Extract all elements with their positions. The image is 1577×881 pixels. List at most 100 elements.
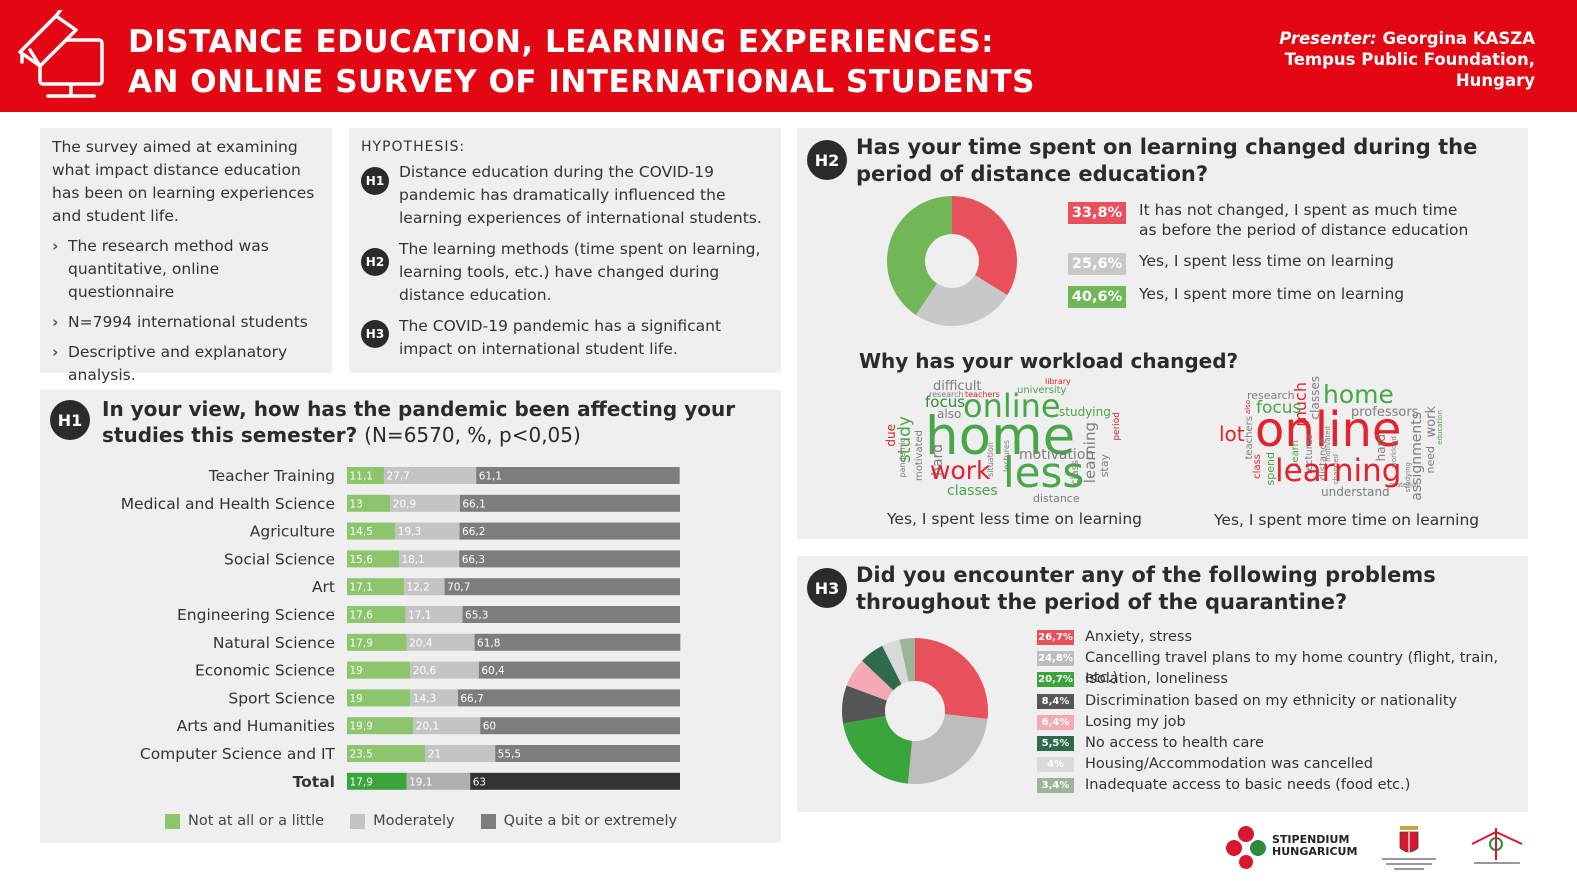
donut-slice <box>887 196 952 315</box>
cloud-word: understand <box>1321 485 1390 499</box>
intro-bullet: › The research method was quantitative, o… <box>52 235 320 304</box>
bar-value-label: 63 <box>473 776 486 788</box>
bar-value-label: 23,5 <box>350 749 373 761</box>
bar-segment <box>406 633 475 651</box>
h3-legend-label: Discrimination based on my ethnicity or … <box>1085 692 1458 709</box>
donut-slice <box>843 716 913 784</box>
cloud-word: research <box>1247 389 1295 402</box>
bar-segment <box>459 494 680 512</box>
sh-line-2: HUNGARICUM <box>1272 845 1358 858</box>
cloud-word: online <box>1255 402 1402 458</box>
h3-legend-row: 24,8% Cancelling travel plans to my home … <box>1037 648 1528 686</box>
h2-legend-label: It has not changed, I spent as much time… <box>1139 201 1469 239</box>
bar-value-label: 66,3 <box>462 554 485 566</box>
bar-segment <box>383 467 477 484</box>
donut-slice <box>899 638 915 682</box>
cloud-word: need <box>1424 446 1437 474</box>
h3-legend-label: Cancelling travel plans to my home count… <box>1085 650 1499 687</box>
h2-donut-chart <box>887 196 1017 326</box>
word-cloud-less: difficult library university research te… <box>884 378 1135 505</box>
h2-pct-badge: 33,8% <box>1068 202 1126 224</box>
h3-legend-label: Isolation, loneliness <box>1085 671 1228 688</box>
h3-legend-label: Inadequate access to basic needs (food e… <box>1085 777 1411 794</box>
hypothesis-text: Distance education during the COVID-19 p… <box>399 163 762 227</box>
h1-badge: H1 <box>50 400 90 440</box>
intro-bullet-text: Descriptive and explanatory analysis. <box>68 343 288 384</box>
bar-segment <box>413 717 481 735</box>
h3-legend-row: 6,4% Losing my job <box>1037 712 1528 733</box>
donut-slice <box>882 639 909 685</box>
bar-segment <box>398 550 460 568</box>
bar-value-label: 17,1 <box>350 582 373 594</box>
h3-pct-badge: 20,7% <box>1037 672 1074 688</box>
bar-value-label: 21 <box>428 749 441 761</box>
intro-panel: The survey aimed at examining what impac… <box>40 128 332 384</box>
bar-segment <box>347 606 406 623</box>
cloud-caption-less: Yes, I spent less time on learning <box>887 510 1142 528</box>
cloud-word: studying <box>1059 405 1111 419</box>
bar-value-label: 17,6 <box>350 610 374 622</box>
h2-pct-badge: 40,6% <box>1068 286 1126 308</box>
h1-question: In your view, how has the pandemic been … <box>102 396 762 448</box>
bar-segment <box>347 550 399 568</box>
legend-label: Not at all or a little <box>188 813 325 829</box>
cloud-word: motivation <box>1019 447 1095 463</box>
bar-segment <box>462 606 680 623</box>
h3-donut-chart <box>842 638 988 784</box>
h1-question-note: (N=6570, %, p<0,05) <box>364 423 581 447</box>
cloud-word: distance <box>1033 492 1080 505</box>
bar-value-label: 17,1 <box>408 610 431 622</box>
bar-value-label: 13 <box>350 498 363 510</box>
presenter-block: Presenter: Georgina KASZA Tempus Public … <box>1279 28 1535 91</box>
h3-legend-row: 5,5% No access to health care <box>1037 733 1528 754</box>
cloud-word: also <box>937 407 962 421</box>
bar-value-label: 66,1 <box>462 498 485 510</box>
h2-legend-row: 25,6% Yes, I spent less time on learning <box>1068 251 1469 275</box>
stipendium-hungaricum-text: STIPENDIUM HUNGARICUM <box>1272 834 1357 858</box>
h3-legend-row: 26,7% Anxiety, stress <box>1037 627 1528 648</box>
bar-segment <box>395 522 460 540</box>
bar-segment <box>347 578 404 596</box>
h3-pct-badge: 8,4% <box>1037 693 1074 709</box>
h3-legend-row: 20,7% Isolation, loneliness <box>1037 669 1528 690</box>
h3-pct-badge: 4% <box>1037 757 1074 773</box>
legend-swatch <box>480 813 496 829</box>
category-label: Social Science <box>224 550 335 568</box>
h2-legend-row: 40,6% Yes, I spent more time on learning <box>1068 284 1469 308</box>
bar-value-label: 66,7 <box>460 693 483 705</box>
bar-segment <box>347 772 407 790</box>
title-line-1: DISTANCE EDUCATION, LEARNING EXPERIENCES… <box>128 24 995 60</box>
presenter-label: Presenter: <box>1279 29 1377 48</box>
h2-panel: H2 Has your time spent on learning chang… <box>797 128 1528 539</box>
bar-segment <box>425 745 496 762</box>
cloud-word: learning <box>1275 453 1402 489</box>
cloud-word: home <box>925 406 1076 467</box>
bar-segment <box>405 606 463 623</box>
chevron-right-icon: › <box>52 343 59 361</box>
bar-value-label: 19,9 <box>350 721 373 733</box>
category-label: Medical and Health Science <box>121 495 335 513</box>
category-label: Engineering Science <box>177 606 335 624</box>
intro-bullet-text: The research method was quantitative, on… <box>68 237 269 301</box>
cloud-word: difficult <box>933 379 982 394</box>
category-label: Agriculture <box>250 523 335 541</box>
category-label: Teacher Training <box>208 467 335 485</box>
bar-value-label: 19,3 <box>398 526 421 538</box>
h3-legend: 26,7% Anxiety, stress 24,8% Cancelling trav… <box>1037 627 1528 797</box>
category-label: Total <box>293 773 335 791</box>
bar-value-label: 14,5 <box>350 526 373 538</box>
org-line-2: Hungary <box>1455 71 1535 90</box>
tempus-foundation-logo <box>1471 828 1523 864</box>
bar-segment <box>347 633 407 651</box>
h3-pct-badge: 5,5% <box>1037 735 1074 751</box>
bar-value-label: 19 <box>350 665 363 677</box>
h3-question: Did you encounter any of the following p… <box>856 563 1436 614</box>
donut-slice <box>907 714 988 784</box>
hypothesis-badge: H2 <box>361 248 389 276</box>
bar-segment <box>478 661 680 679</box>
sh-line-1: STIPENDIUM <box>1272 833 1350 846</box>
bar-value-label: 65,3 <box>465 610 488 622</box>
bar-value-label: 15,6 <box>350 554 374 566</box>
donut-slice <box>915 638 988 719</box>
cloud-word: university <box>1017 385 1067 396</box>
